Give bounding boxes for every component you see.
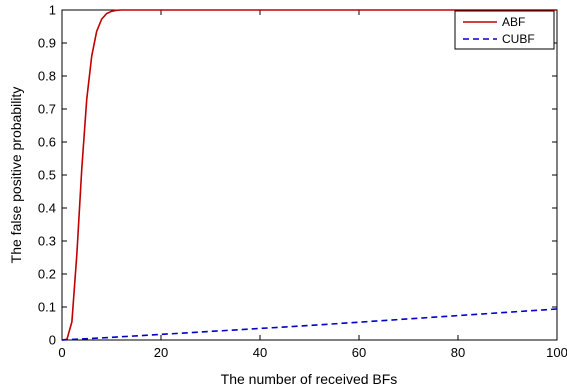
series-layer xyxy=(61,9,558,341)
y-tick-label: 0.6 xyxy=(38,135,56,150)
series-line-abf xyxy=(61,9,557,341)
legend: ABF CUBF xyxy=(454,10,555,50)
x-tick-label: 80 xyxy=(451,345,465,360)
legend-label-abf: ABF xyxy=(502,15,525,29)
tick-labels: 0 20 40 60 80 100 0 0.1 0.2 0.3 0.4 0.5 0.6 0.7 0.8 0.9… xyxy=(38,3,567,361)
y-tick-label: 0.1 xyxy=(38,300,56,315)
x-tick-label: 40 xyxy=(253,345,267,360)
legend-box xyxy=(454,10,555,50)
x-tick-label: 20 xyxy=(154,345,168,360)
y-tick-label: 0.5 xyxy=(38,168,56,183)
y-tick-label: 0.9 xyxy=(38,36,56,51)
series-line-cubf xyxy=(61,308,558,341)
y-tick-label: 1 xyxy=(49,3,56,18)
legend-label-cubf: CUBF xyxy=(502,32,535,46)
y-tick-label: 0.2 xyxy=(38,267,56,282)
y-axis-label: The false positive probability xyxy=(8,87,24,264)
x-axis-label: The number of received BFs xyxy=(221,371,398,387)
x-tick-label: 60 xyxy=(352,345,366,360)
y-tick-label: 0.3 xyxy=(38,234,56,249)
y-tick-label: 0.7 xyxy=(38,102,56,117)
x-tick-label: 0 xyxy=(58,345,65,360)
plot-area xyxy=(61,9,558,341)
y-tick-label: 0.4 xyxy=(38,201,56,216)
x-tick-label: 100 xyxy=(546,345,567,360)
y-tick-label: 0 xyxy=(49,333,56,348)
y-tick-label: 0.8 xyxy=(38,69,56,84)
